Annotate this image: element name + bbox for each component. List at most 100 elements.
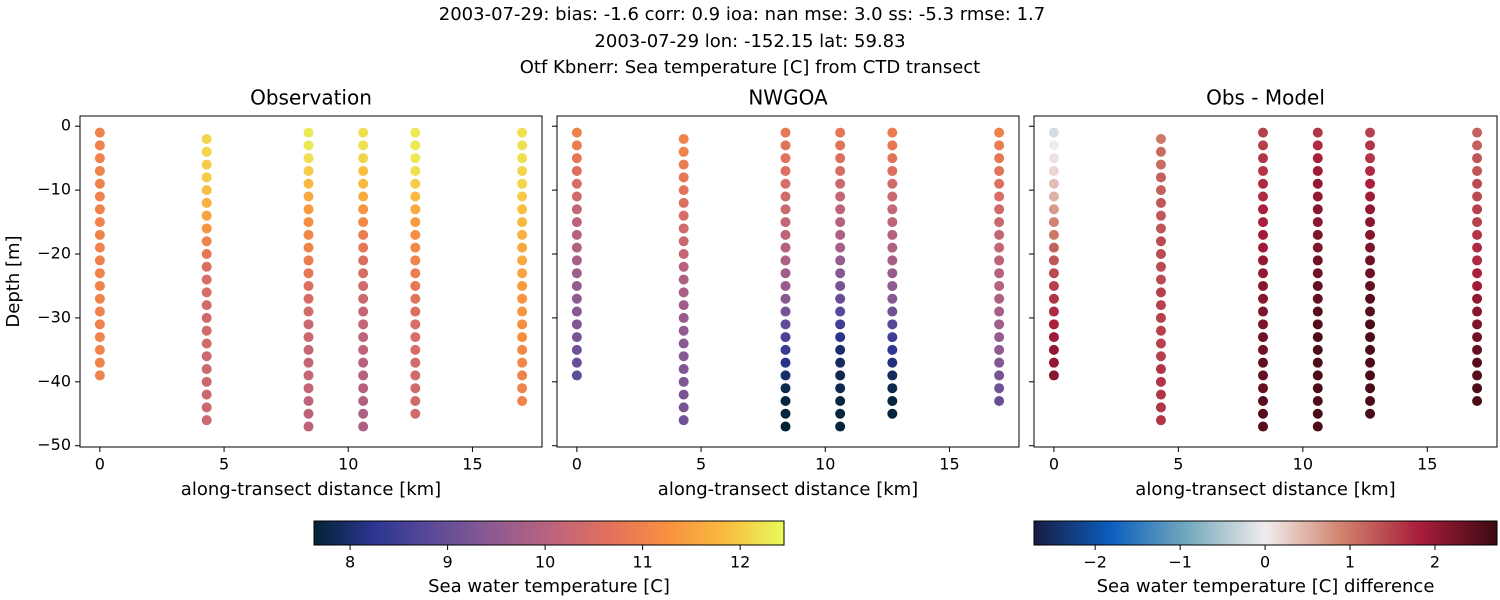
x-tick-label: 15 (939, 455, 959, 474)
data-point (678, 249, 689, 260)
data-point (1155, 159, 1166, 170)
data-point (780, 178, 791, 189)
data-point (1258, 165, 1269, 176)
data-point (303, 217, 314, 228)
data-point (410, 370, 421, 381)
data-point (835, 191, 846, 202)
data-point (1155, 210, 1166, 221)
data-point (410, 229, 421, 240)
data-point (678, 172, 689, 183)
data-point (678, 223, 689, 234)
data-point (678, 415, 689, 426)
data-point (303, 395, 314, 406)
data-point (303, 242, 314, 253)
data-point (1155, 197, 1166, 208)
y-tick-label: −20 (37, 244, 71, 263)
data-point (835, 370, 846, 381)
data-point (887, 165, 898, 176)
data-point (1155, 249, 1166, 260)
data-point (1312, 268, 1323, 279)
data-point (303, 421, 314, 432)
data-point (678, 236, 689, 247)
data-point (835, 242, 846, 253)
data-point (887, 370, 898, 381)
data-point (1472, 165, 1483, 176)
data-point (835, 344, 846, 355)
colorbar-tick-label: −1 (1168, 553, 1192, 572)
data-point (780, 242, 791, 253)
data-point (94, 165, 105, 176)
data-point (678, 210, 689, 221)
axes-title: Obs - Model (1206, 86, 1325, 110)
data-point (1472, 217, 1483, 228)
data-point (1472, 293, 1483, 304)
data-point (94, 280, 105, 291)
data-point (1365, 395, 1376, 406)
data-point (1048, 370, 1059, 381)
data-point (835, 293, 846, 304)
data-point (94, 268, 105, 279)
data-point (994, 217, 1005, 228)
colorbar-tick-label: 10 (535, 553, 555, 572)
data-point (994, 357, 1005, 368)
data-point (887, 395, 898, 406)
data-point (303, 140, 314, 151)
data-point (410, 293, 421, 304)
data-point (358, 140, 369, 151)
data-point (1258, 383, 1269, 394)
data-point (358, 204, 369, 215)
plot-area (1048, 127, 1483, 432)
data-point (1365, 217, 1376, 228)
data-point (1155, 325, 1166, 336)
data-point (201, 364, 212, 375)
data-point (780, 191, 791, 202)
data-point (835, 306, 846, 317)
data-point (780, 255, 791, 266)
data-point (1155, 261, 1166, 272)
data-point (517, 306, 528, 317)
data-point (1472, 204, 1483, 215)
data-point (994, 395, 1005, 406)
data-point (1312, 395, 1323, 406)
data-point (887, 293, 898, 304)
colorbar-tick-label: 2 (1430, 553, 1440, 572)
data-point (201, 172, 212, 183)
data-point (887, 153, 898, 164)
data-point (1258, 191, 1269, 202)
data-point (94, 204, 105, 215)
data-point (571, 127, 582, 138)
data-point (94, 293, 105, 304)
x-tick-label: 15 (1417, 455, 1437, 474)
colorbar-tick-label: 12 (730, 553, 750, 572)
data-point (201, 312, 212, 323)
data-point (94, 319, 105, 330)
data-point (1155, 312, 1166, 323)
data-point (517, 383, 528, 394)
axes-title: NWGOA (748, 86, 828, 110)
data-point (94, 344, 105, 355)
data-point (1048, 242, 1059, 253)
data-point (887, 344, 898, 355)
data-point (517, 319, 528, 330)
data-point (571, 191, 582, 202)
data-point (1365, 306, 1376, 317)
data-point (678, 325, 689, 336)
data-point (410, 357, 421, 368)
data-point (94, 242, 105, 253)
data-point (835, 178, 846, 189)
x-tick-label: 0 (572, 455, 582, 474)
data-point (1258, 293, 1269, 304)
suptitle: 2003-07-29: bias: -1.6 corr: 0.9 ioa: na… (439, 4, 1045, 25)
data-point (410, 344, 421, 355)
data-point (994, 319, 1005, 330)
data-point (1258, 217, 1269, 228)
data-point (358, 229, 369, 240)
data-point (303, 280, 314, 291)
data-point (201, 415, 212, 426)
data-point (780, 383, 791, 394)
data-point (678, 287, 689, 298)
data-point (94, 306, 105, 317)
data-point (571, 344, 582, 355)
data-point (1365, 204, 1376, 215)
data-point (780, 217, 791, 228)
